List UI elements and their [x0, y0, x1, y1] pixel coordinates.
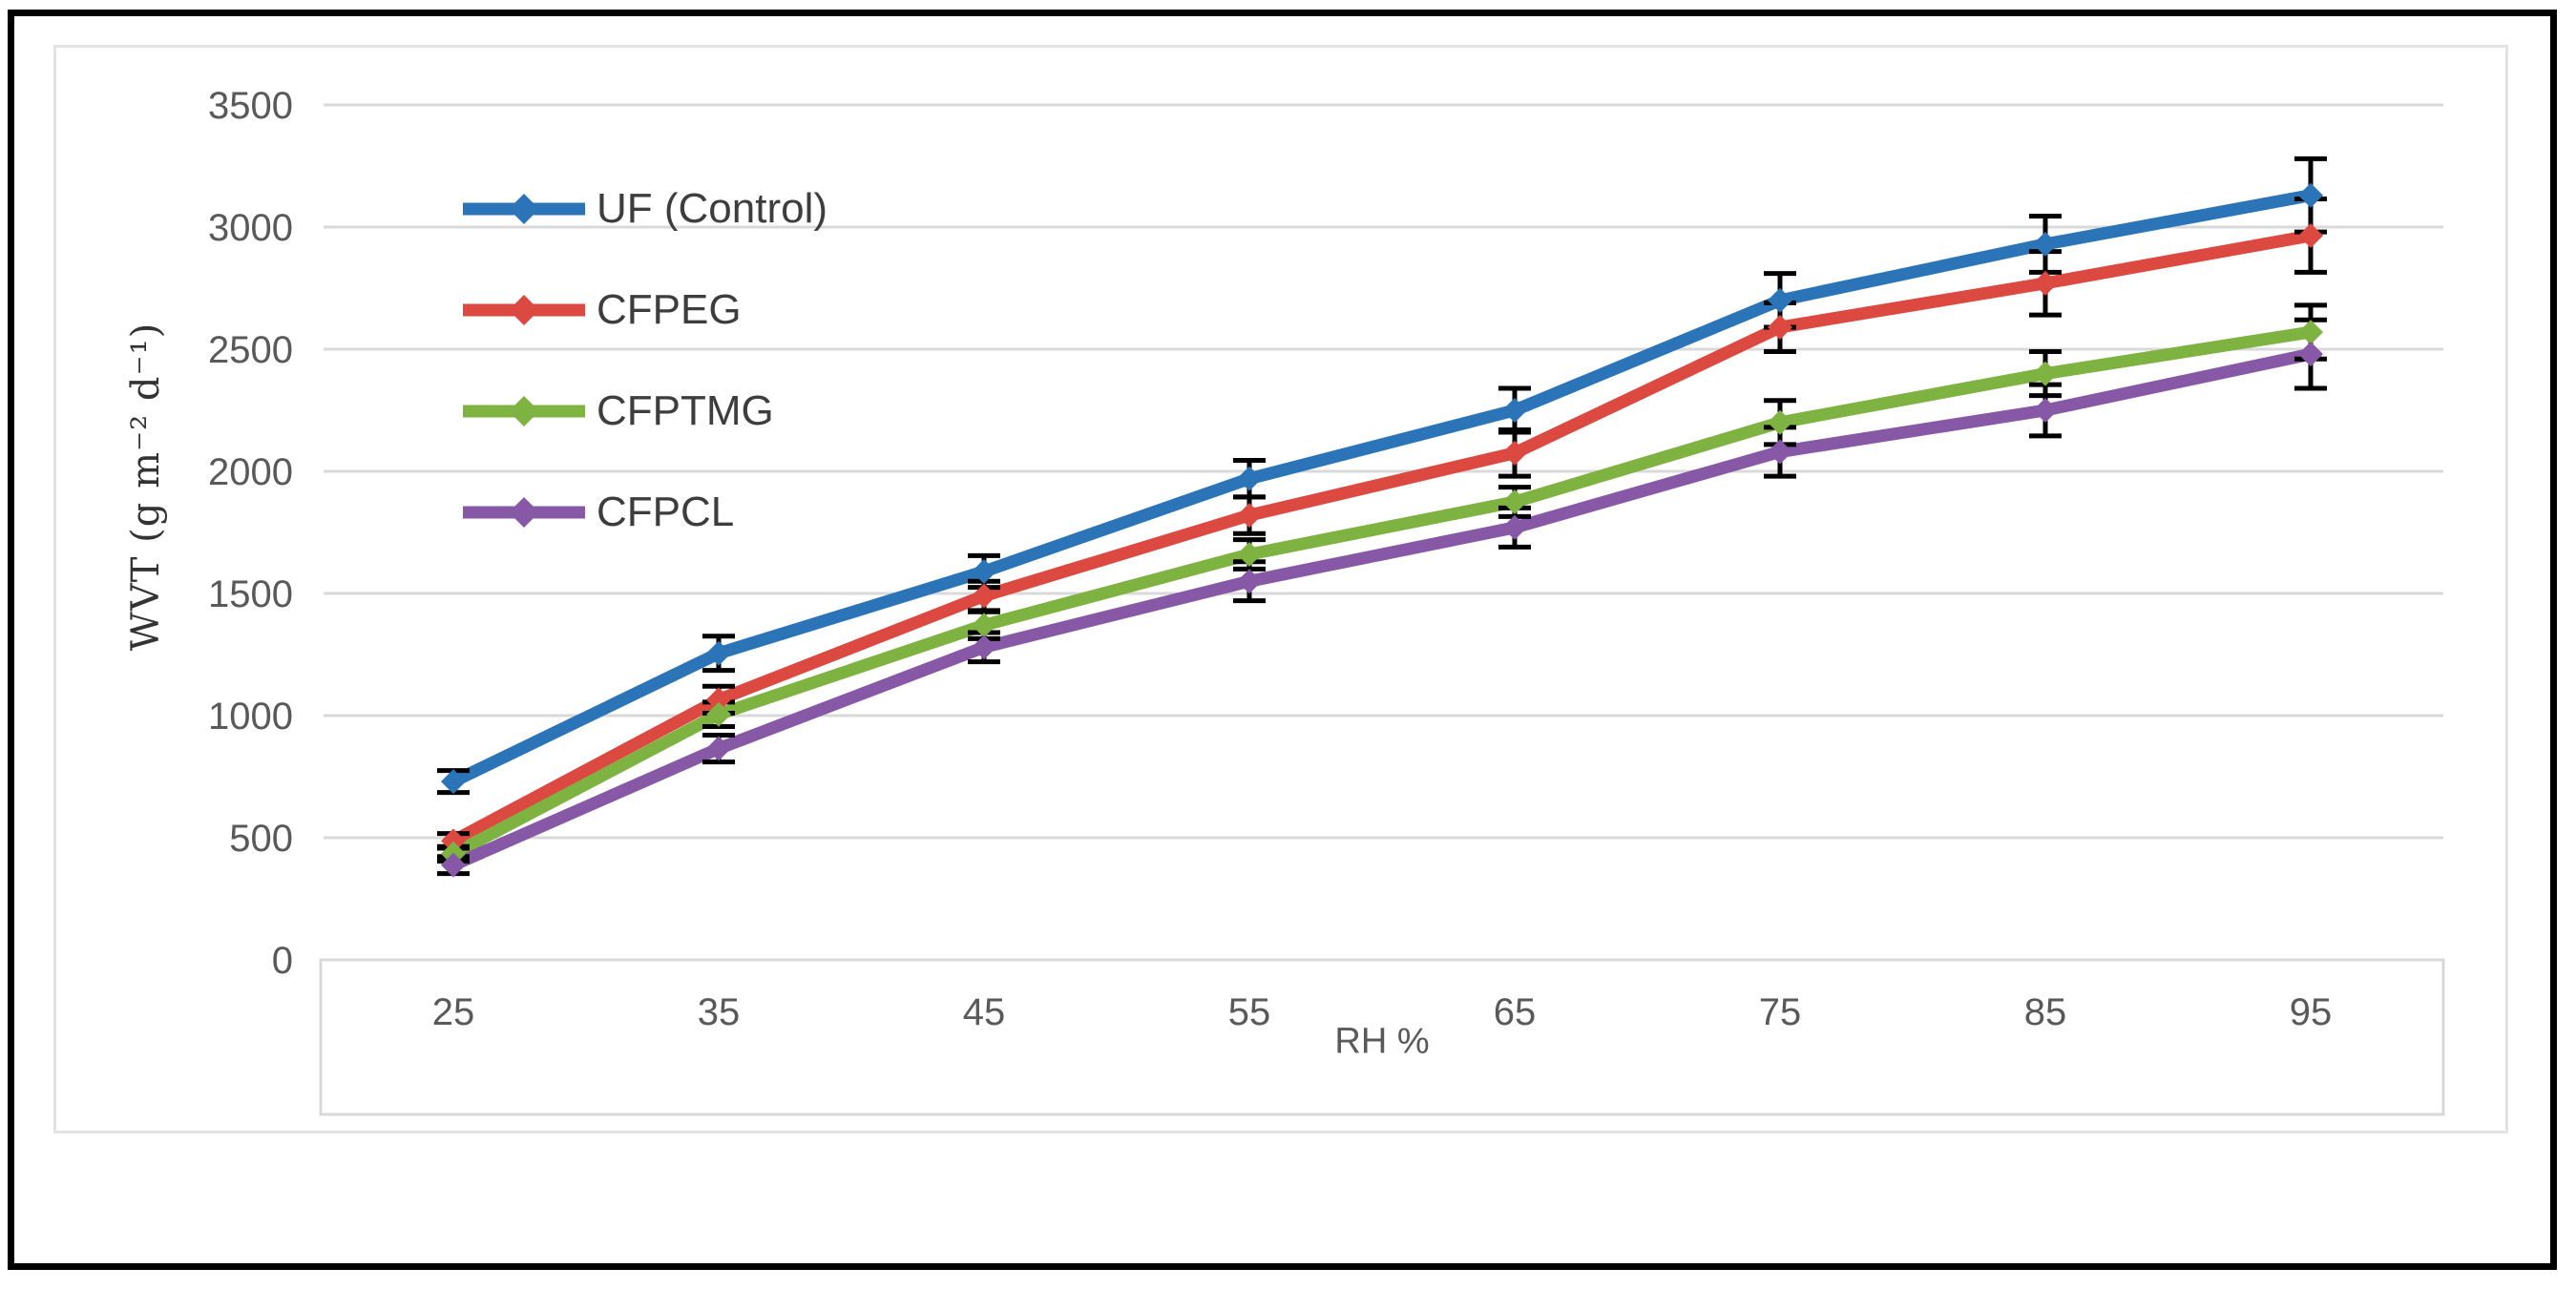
y-axis-title: WVT (g m⁻² d⁻¹) [124, 322, 168, 652]
data-point [441, 852, 466, 878]
data-point [1768, 409, 1792, 435]
data-point [706, 640, 731, 666]
y-tick-label: 1500 [208, 573, 293, 615]
data-point [1237, 503, 1262, 529]
series-line-uf-control- [447, 189, 2317, 788]
x-tick-label: 75 [1759, 991, 1802, 1033]
legend-label: CFPEG [597, 286, 742, 333]
x-tick-label: 85 [2024, 991, 2067, 1033]
y-tick-label: 500 [229, 818, 293, 860]
y-tick-label: 1000 [208, 696, 293, 738]
legend-label: CFPCL [597, 489, 735, 535]
series-lines [447, 189, 2317, 872]
legend-label: CFPTMG [597, 387, 774, 434]
chart-area: 0 500 1000 1500 2000 2500 3000 3500 25 35 45 55 65 75… [53, 45, 2508, 1133]
data-point [2033, 361, 2058, 386]
data-point [2298, 182, 2323, 208]
y-tick-label: 3500 [208, 85, 293, 127]
data-point [2298, 320, 2323, 345]
x-axis-title: RH % [1334, 1021, 1430, 1062]
x-tick-label: 35 [698, 991, 741, 1033]
data-point [1768, 439, 1792, 465]
data-point [1237, 466, 1262, 491]
data-point [1237, 569, 1262, 594]
data-point [2298, 222, 2323, 248]
legend-item-cfptmg: CFPTMG [461, 387, 957, 434]
y-tick-label: 2000 [208, 451, 293, 493]
chart-legend: UF (Control) CFPEG CFPTMG CFPCL [461, 185, 957, 593]
series-line-cfptmg [447, 325, 2317, 861]
data-point [1768, 314, 1792, 340]
legend-item-cfpeg: CFPEG [461, 286, 957, 333]
series-line-cfpcl [447, 347, 2317, 872]
chart-svg: 0 500 1000 1500 2000 2500 3000 3500 25 35 45 55 65 75… [208, 85, 2445, 1116]
data-point [706, 687, 731, 713]
data-point [1502, 398, 1527, 423]
legend-swatch-line-marker-icon [463, 497, 585, 528]
data-point [706, 701, 731, 727]
data-point [706, 736, 731, 761]
legend-item-cfpcl: CFPCL [461, 489, 957, 535]
data-point [2298, 342, 2323, 367]
y-tick-label: 3000 [208, 207, 293, 249]
legend-item-uf-control: UF (Control) [461, 185, 957, 232]
y-axis-tick-labels: 0 500 1000 1500 2000 2500 3000 3500 [208, 85, 293, 982]
data-point [2033, 231, 2058, 257]
data-point [1768, 287, 1792, 313]
y-tick-label: 2500 [208, 329, 293, 371]
data-point [2033, 270, 2058, 296]
legend-swatch-line-marker-icon [463, 194, 585, 224]
legend-swatch-line-marker-icon [463, 396, 585, 426]
data-point [2033, 398, 2058, 423]
x-axis-tick-labels: 25 35 45 55 65 75 85 95 [432, 991, 2333, 1033]
data-point [972, 558, 996, 584]
data-point [1502, 440, 1527, 466]
data-point [441, 769, 466, 795]
data-point [972, 583, 996, 609]
data-point [972, 634, 996, 660]
data-point [1502, 489, 1527, 514]
x-tick-label: 25 [432, 991, 475, 1033]
legend-label: UF (Control) [597, 185, 828, 232]
x-tick-label: 95 [2290, 991, 2333, 1033]
series-line-cfpeg [447, 229, 2317, 847]
data-point [1502, 514, 1527, 540]
x-tick-label: 45 [963, 991, 1006, 1033]
x-tick-label: 55 [1228, 991, 1271, 1033]
data-point [1237, 542, 1262, 568]
data-point [972, 613, 996, 638]
legend-swatch-line-marker-icon [463, 295, 585, 325]
y-tick-label: 0 [272, 940, 293, 982]
x-tick-label: 65 [1494, 991, 1537, 1033]
data-markers [441, 182, 2323, 878]
x-axis-band [319, 958, 2445, 1116]
data-point [441, 828, 466, 854]
